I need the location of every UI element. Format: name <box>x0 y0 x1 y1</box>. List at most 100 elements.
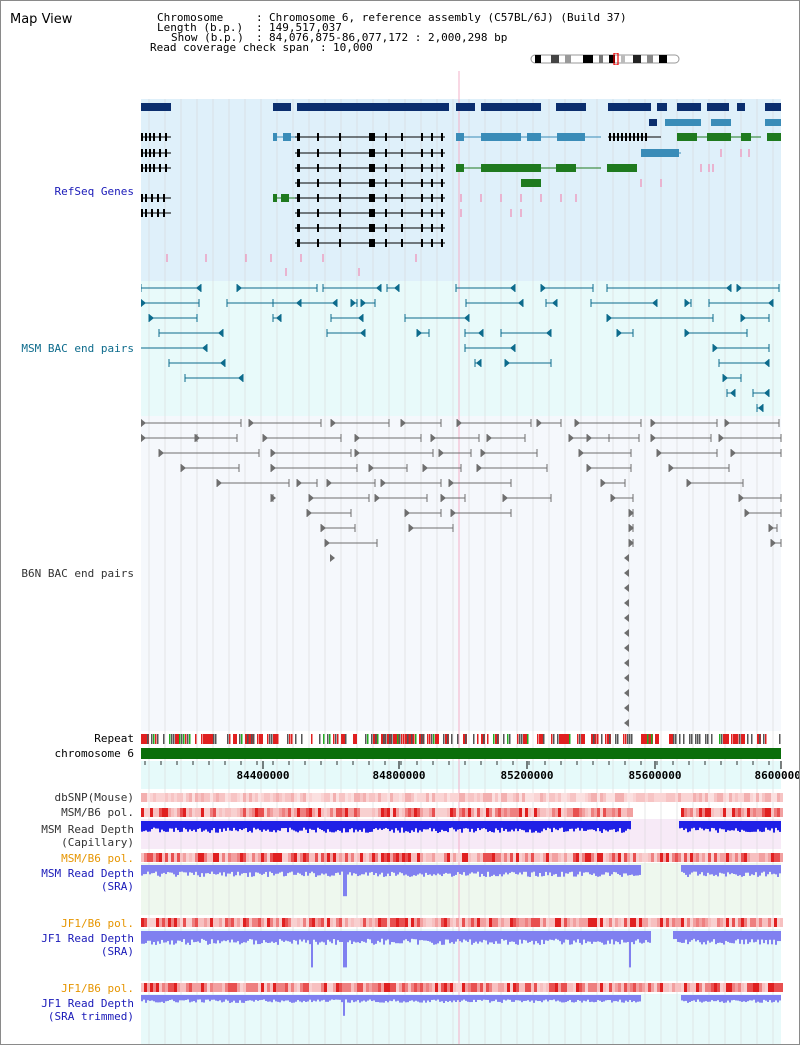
heat-cell <box>549 853 552 862</box>
depth-bar <box>385 931 387 941</box>
depth-bar <box>715 931 717 945</box>
heat-cell <box>495 983 498 992</box>
depth-bar <box>155 865 157 872</box>
heat-cell <box>537 808 540 817</box>
depth-bar <box>567 821 569 832</box>
depth-bar <box>535 865 537 876</box>
bac-marker <box>478 329 483 337</box>
heat-cell <box>690 808 693 817</box>
depth-bar <box>701 865 703 873</box>
heat-cell <box>489 853 492 862</box>
repeat-element <box>175 734 179 744</box>
depth-bar <box>311 995 313 1003</box>
heat-cell <box>207 793 210 802</box>
repeat-element <box>551 734 553 744</box>
heat-cell <box>273 853 276 862</box>
track-label-msm-depth-sra[interactable]: MSM Read Depth <box>41 867 134 880</box>
depth-bar <box>595 865 597 876</box>
heat-cell <box>675 983 678 992</box>
heat-cell <box>543 983 546 992</box>
heat-cell <box>624 808 627 817</box>
bac-marker <box>769 524 774 532</box>
depth-bar <box>213 821 215 829</box>
bac-marker <box>624 674 629 682</box>
track-label-jf1-depth-sra[interactable]: JF1 Read Depth <box>41 932 134 945</box>
depth-bar <box>291 821 293 830</box>
track-label-refseq[interactable]: RefSeq Genes <box>54 185 134 198</box>
track-label-jf1-b6-pol-2[interactable]: JF1/B6 pol. <box>61 982 134 995</box>
bac-marker <box>768 299 773 307</box>
depth-bar <box>769 995 771 1001</box>
repeat-element <box>737 734 739 744</box>
depth-bar <box>767 931 769 945</box>
depth-bar <box>627 865 629 876</box>
depth-bar <box>483 931 485 940</box>
depth-bar <box>729 995 731 1003</box>
b6n-bac-track-bg <box>141 416 781 731</box>
bac-marker <box>730 389 735 397</box>
depth-bar <box>375 995 377 1003</box>
depth-bar <box>339 931 341 942</box>
gene-exon <box>421 164 423 172</box>
track-label-msm-bac[interactable]: MSM BAC end pairs <box>21 342 134 355</box>
depth-bar <box>269 931 271 943</box>
depth-bar <box>209 995 211 1002</box>
heat-cell <box>177 793 180 802</box>
track-label-msm-depth-cap[interactable]: MSM Read Depth <box>41 823 134 836</box>
repeat-element <box>487 734 489 744</box>
track-label-b6n-bac[interactable]: B6N BAC end pairs <box>21 567 134 580</box>
heat-cell <box>588 853 591 862</box>
heat-cell <box>282 808 285 817</box>
depth-bar <box>703 821 705 831</box>
heat-cell <box>771 853 774 862</box>
bac-marker <box>196 284 201 292</box>
depth-bar <box>399 821 401 833</box>
depth-bar <box>345 931 347 968</box>
heat-cell <box>762 808 765 817</box>
bac-marker <box>181 464 186 472</box>
heat-cell <box>384 793 387 802</box>
depth-bar <box>777 995 779 1003</box>
bac-marker <box>307 509 312 517</box>
track-label-jf1-depth-trim[interactable]: JF1 Read Depth <box>41 997 134 1010</box>
depth-bar <box>317 865 319 876</box>
heat-cell <box>234 853 237 862</box>
track-label-repeat[interactable]: Repeat <box>94 732 134 745</box>
heat-cell <box>279 793 282 802</box>
depth-bar <box>745 865 747 873</box>
heat-cell <box>207 853 210 862</box>
heat-cell <box>315 918 318 927</box>
track-label-jf1-b6-pol[interactable]: JF1/B6 pol. <box>61 917 134 930</box>
depth-bar <box>605 821 607 831</box>
gene-exon <box>273 133 277 141</box>
depth-bar <box>473 821 475 833</box>
heat-cell <box>756 793 759 802</box>
gene-exon <box>297 194 300 202</box>
depth-bar <box>469 931 471 940</box>
depth-bar <box>733 995 735 1000</box>
depth-bar <box>735 995 737 1001</box>
repeat-element <box>627 734 629 744</box>
depth-bar <box>687 995 689 1003</box>
heat-cell <box>594 983 597 992</box>
heat-cell <box>453 793 456 802</box>
depth-bar <box>541 931 543 940</box>
track-label-msm-b6-pol-sra[interactable]: MSM/B6 pol. <box>61 852 134 865</box>
depth-bar <box>247 821 249 833</box>
repeat-element <box>333 734 335 744</box>
chromosome-ideogram[interactable] <box>529 53 683 65</box>
bac-marker <box>217 479 222 487</box>
track-label-dbsnp[interactable]: dbSNP(Mouse) <box>54 791 134 804</box>
repeat-element <box>473 734 475 744</box>
depth-bar <box>593 995 595 1003</box>
heat-cell <box>165 853 168 862</box>
track-label-msm-b6-pol[interactable]: MSM/B6 pol. <box>61 806 134 819</box>
depth-bar <box>331 821 333 833</box>
depth-bar <box>315 931 317 942</box>
heat-cell <box>510 983 513 992</box>
heat-cell <box>609 983 612 992</box>
heat-cell <box>345 793 348 802</box>
bac-marker <box>417 329 422 337</box>
